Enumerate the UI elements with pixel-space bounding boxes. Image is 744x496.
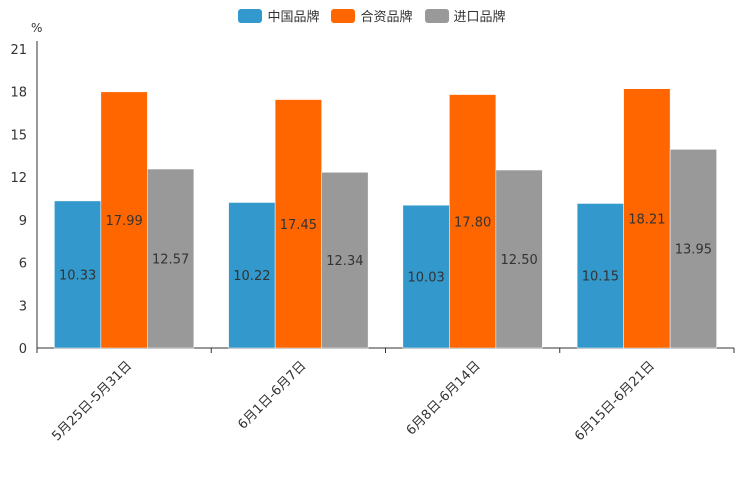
y-tick-label: 21	[10, 43, 27, 58]
bar[interactable]	[449, 94, 497, 349]
x-tick-label: 6月15日-6月21日	[572, 358, 658, 444]
legend-swatch-china-brand	[238, 8, 263, 23]
y-tick-label: 15	[10, 128, 27, 143]
legend-item-imported-brand[interactable]: 进口品牌	[424, 6, 506, 25]
legend-swatch-imported-brand	[424, 8, 449, 23]
bar-data-label: 12.57	[152, 253, 189, 268]
bar[interactable]	[147, 168, 195, 349]
bar-data-label: 17.45	[280, 218, 317, 233]
bar[interactable]	[54, 200, 102, 349]
y-tick-label: 6	[19, 257, 27, 272]
bar-data-label: 12.34	[326, 254, 363, 269]
bar[interactable]	[228, 202, 276, 349]
bar[interactable]	[274, 99, 322, 349]
bar-data-label: 10.22	[233, 269, 270, 284]
bar-data-label: 10.15	[582, 270, 619, 285]
legend-label-joint-venture-brand: 合资品牌	[360, 10, 413, 25]
y-tick-label: 12	[10, 171, 27, 186]
bar[interactable]	[100, 91, 148, 349]
legend-swatch-joint-venture-brand	[331, 8, 356, 23]
bar[interactable]	[321, 172, 369, 349]
legend-label-imported-brand: 进口品牌	[453, 10, 506, 25]
y-tick-label: 3	[19, 299, 27, 314]
bar-data-label: 10.33	[59, 268, 96, 283]
x-tick-label: 6月1日-6月7日	[235, 358, 309, 432]
bar-data-label: 12.50	[501, 253, 538, 268]
legend-item-china-brand[interactable]: 中国品牌	[238, 6, 319, 25]
bar-data-label: 17.80	[454, 215, 491, 230]
y-tick-label: 18	[10, 86, 27, 101]
legend-item-joint-venture-brand[interactable]: 合资品牌	[331, 6, 413, 25]
bar[interactable]	[576, 203, 624, 349]
bar-data-label: 18.21	[628, 212, 665, 227]
bar-data-label: 13.95	[675, 243, 712, 258]
legend-label-china-brand: 中国品牌	[267, 10, 320, 25]
legend: 中国品牌 合资品牌 进口品牌	[0, 6, 744, 25]
x-tick-label: 6月8日-6月14日	[404, 358, 484, 438]
y-tick-label: 0	[19, 342, 27, 357]
bar[interactable]	[495, 169, 543, 349]
y-tick-label: 9	[19, 214, 27, 229]
bar-data-label: 17.99	[106, 214, 143, 229]
bar-data-label: 10.03	[408, 271, 445, 286]
x-tick-label: 5月25日-5月31日	[49, 358, 135, 444]
bar[interactable]	[669, 149, 717, 349]
bar[interactable]	[623, 88, 671, 349]
y-axis-unit-label: %	[31, 21, 43, 35]
